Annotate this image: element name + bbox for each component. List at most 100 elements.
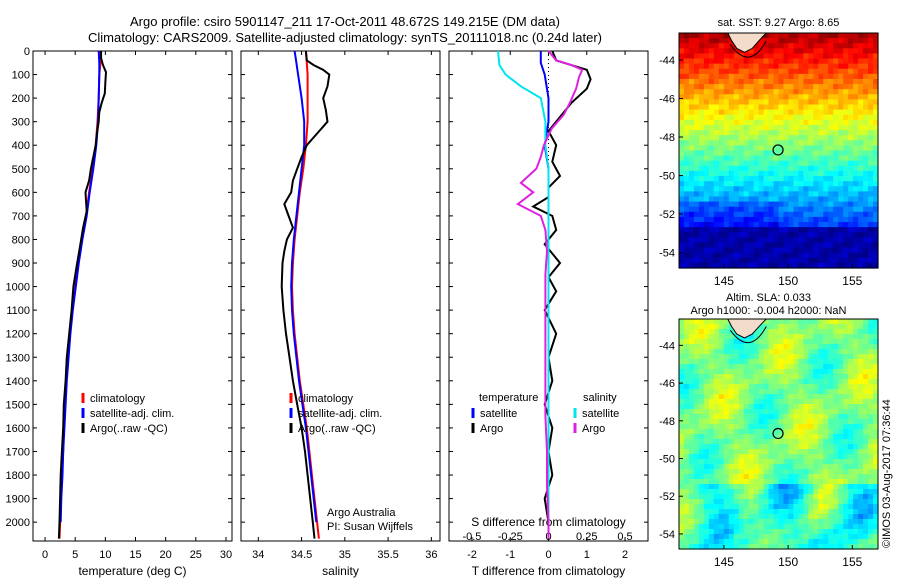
heatmap-cell: [838, 94, 844, 101]
heatmap-cell: [833, 227, 839, 233]
heatmap-cell: [838, 389, 844, 395]
heatmap-cell: [843, 130, 849, 136]
heatmap-cell: [843, 434, 849, 440]
heatmap-cell: [783, 124, 790, 131]
heatmap-cell: [718, 58, 725, 65]
heatmap-cell: [868, 364, 874, 370]
heatmap-cell: [698, 429, 705, 435]
heatmap-cell: [693, 529, 700, 535]
heatmap-cell: [833, 354, 839, 360]
heatmap-cell: [763, 534, 770, 540]
heatmap-cell: [798, 374, 804, 380]
heatmap-cell: [843, 534, 849, 540]
heatmap-cell: [868, 63, 874, 70]
heatmap-cell: [693, 38, 700, 44]
heatmap-cell: [693, 449, 700, 455]
heatmap-cell: [803, 104, 809, 111]
heatmap-cell: [718, 469, 725, 475]
heatmap-cell: [873, 262, 879, 269]
heatmap-cell: [813, 227, 819, 233]
heatmap-cell: [783, 227, 790, 233]
heatmap-cell: [788, 519, 795, 525]
heatmap-cell: [793, 63, 799, 70]
heatmap-cell: [843, 33, 849, 39]
heatmap-cell: [848, 444, 854, 450]
heatmap-cell: [843, 257, 849, 264]
heatmap-cell: [688, 48, 695, 55]
heatmap-cell: [753, 160, 760, 167]
heatmap-cell: [853, 469, 859, 475]
heatmap-cell: [713, 232, 720, 238]
heatmap-cell: [748, 469, 755, 475]
heatmap-cell: [858, 444, 864, 450]
heatmap-cell: [703, 384, 710, 390]
heatmap-cell: [868, 339, 874, 345]
heatmap-cell: [733, 519, 740, 525]
heatmap-cell: [688, 186, 695, 192]
heatmap-cell: [798, 262, 804, 269]
heatmap-cell: [743, 524, 750, 530]
heatmap-cell: [828, 150, 834, 157]
heatmap-cell: [798, 155, 804, 162]
heatmap-cell: [813, 94, 819, 101]
heatmap-cell: [833, 349, 839, 355]
heatmap-cell: [698, 494, 705, 500]
heatmap-cell: [778, 334, 785, 340]
heatmap-cell: [728, 124, 735, 131]
heatmap-cell: [833, 252, 839, 259]
heatmap-cell: [793, 140, 799, 146]
heatmap-cell: [848, 324, 854, 330]
heatmap-cell: [683, 119, 690, 126]
heatmap-cell: [738, 349, 745, 355]
heatmap-cell: [708, 469, 715, 475]
heatmap-cell: [818, 257, 824, 264]
heatmap-cell: [873, 191, 879, 198]
heatmap-cell: [683, 364, 690, 370]
heatmap-cell: [758, 252, 765, 259]
heatmap-cell: [683, 232, 690, 238]
heatmap-cell: [793, 324, 799, 330]
heatmap-cell: [743, 439, 750, 445]
heatmap-cell: [808, 68, 814, 75]
heatmap-cell: [863, 170, 869, 177]
heatmap-cell: [679, 319, 685, 325]
heatmap-cell: [853, 63, 859, 70]
heatmap-cell: [798, 399, 804, 405]
heatmap-cell: [693, 33, 700, 39]
heatmap-cell: [838, 33, 844, 39]
heatmap-cell: [783, 514, 790, 520]
heatmap-cell: [848, 33, 854, 39]
heatmap-cell: [743, 73, 750, 80]
heatmap-cell: [748, 364, 755, 370]
heatmap-cell: [873, 354, 879, 360]
heatmap-cell: [753, 349, 760, 355]
heatmap-cell: [693, 73, 700, 80]
heatmap-cell: [758, 124, 765, 131]
heatmap-cell: [748, 399, 755, 405]
heatmap-cell: [683, 534, 690, 540]
heatmap-cell: [703, 124, 710, 131]
heatmap-cell: [703, 191, 710, 198]
xaxis-label: T difference from climatology: [472, 564, 626, 578]
heatmap-cell: [768, 369, 775, 375]
heatmap-cell: [768, 165, 775, 172]
heatmap-cell: [823, 349, 829, 355]
heatmap-cell: [733, 186, 740, 192]
heatmap-cell: [728, 201, 735, 208]
heatmap-cell: [743, 170, 750, 177]
heatmap-cell: [768, 464, 775, 470]
heatmap-cell: [793, 114, 799, 121]
heatmap-cell: [688, 394, 695, 400]
heatmap-cell: [713, 227, 720, 233]
heatmap-cell: [818, 374, 824, 380]
heatmap-cell: [813, 237, 819, 244]
heatmap-cell: [768, 469, 775, 475]
heatmap-cell: [868, 404, 874, 410]
heatmap-cell: [793, 33, 799, 39]
heatmap-cell: [708, 33, 715, 39]
heatmap-cell: [818, 489, 824, 495]
heatmap-cell: [803, 394, 809, 400]
heatmap-cell: [718, 349, 725, 355]
heatmap-cell: [848, 94, 854, 101]
heatmap-cell: [863, 379, 869, 385]
